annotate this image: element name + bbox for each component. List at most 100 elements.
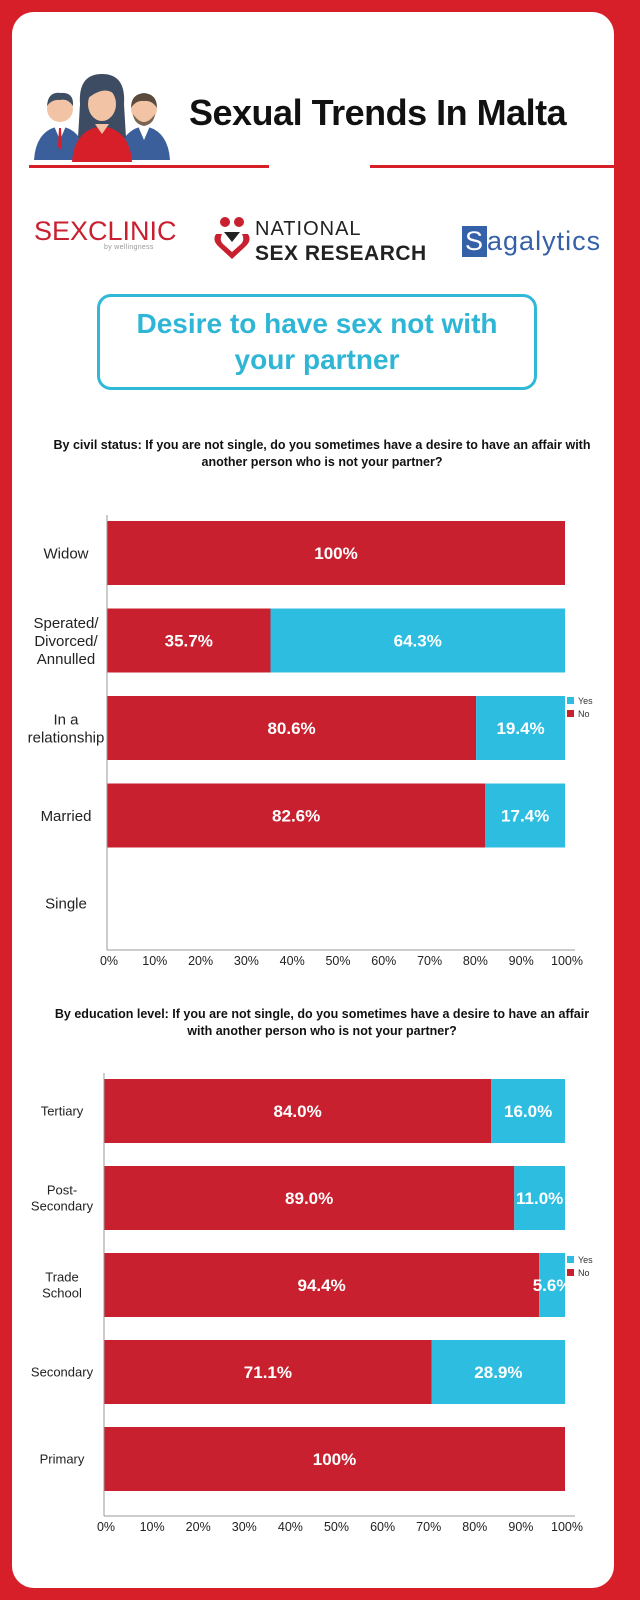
data-label-yes: 5.6% <box>533 1276 572 1295</box>
legend-label-no: No <box>578 1267 590 1278</box>
title-divider-right <box>370 165 614 168</box>
x-tick-label: 20% <box>186 1520 211 1534</box>
x-tick-label: 70% <box>417 954 442 968</box>
bar-no <box>107 696 477 760</box>
category-label: Trade <box>45 1270 78 1285</box>
x-tick-label: 30% <box>232 1520 257 1534</box>
sagalytics-logo-text: agalytics <box>487 226 602 256</box>
data-label-yes: 28.9% <box>474 1363 522 1382</box>
people-illustration <box>34 74 170 162</box>
x-tick-label: 10% <box>140 1520 165 1534</box>
bar-yes <box>491 1079 565 1143</box>
page-title: Sexual Trends In Malta <box>189 92 567 133</box>
x-tick-label: 90% <box>508 1520 533 1534</box>
category-label: Sperated/ <box>33 615 99 632</box>
category-label: In a <box>53 711 79 728</box>
x-tick-label: 50% <box>325 954 350 968</box>
bar-no <box>107 521 565 585</box>
data-label-yes: 19.4% <box>496 719 544 738</box>
x-tick-label: 60% <box>370 1520 395 1534</box>
infographic-card: Sexual Trends In Malta SEXCLINIC by well… <box>12 12 614 1588</box>
legend-swatch-yes <box>567 697 574 704</box>
bar-no <box>104 1427 565 1491</box>
topic-heading: Desire to have sex not with your partner <box>136 308 498 375</box>
data-label-yes: 17.4% <box>501 807 549 826</box>
bar-yes <box>431 1340 565 1404</box>
legend-swatch-yes <box>567 1256 574 1263</box>
data-label-no: 82.6% <box>272 807 320 826</box>
category-label: Single <box>45 895 87 912</box>
x-tick-label: 100% <box>551 954 583 968</box>
title-divider-left <box>29 165 269 168</box>
category-label: Secondary <box>31 1365 94 1380</box>
x-tick-label: 0% <box>100 954 118 968</box>
legend-item-no: No <box>567 1266 593 1279</box>
legend-item-yes: Yes <box>567 694 593 707</box>
topic-box: Desire to have sex not with your partner <box>97 294 537 390</box>
category-label: Secondary <box>31 1199 94 1214</box>
x-tick-label: 60% <box>371 954 396 968</box>
data-label-no: 35.7% <box>165 632 213 651</box>
x-tick-label: 50% <box>324 1520 349 1534</box>
data-label-no: 84.0% <box>274 1102 322 1121</box>
data-label-no: 80.6% <box>267 719 315 738</box>
bar-yes <box>476 696 565 760</box>
chart2-question: By education level: If you are not singl… <box>54 1007 590 1038</box>
bar-no <box>104 1340 432 1404</box>
sexclinic-logo-text: SEXCLINIC <box>34 216 177 246</box>
data-label-yes: 64.3% <box>394 632 442 651</box>
category-label: School <box>42 1286 82 1301</box>
legend-swatch-no <box>567 1269 574 1276</box>
sexclinic-logo: SEXCLINIC by wellingness <box>34 216 177 251</box>
bar-no <box>107 783 486 848</box>
bar-no <box>107 608 271 673</box>
x-tick-label: 20% <box>188 954 213 968</box>
x-tick-label: 10% <box>142 954 167 968</box>
x-tick-label: 0% <box>97 1520 115 1534</box>
category-label: Married <box>41 808 92 825</box>
category-label: Divorced/ <box>34 633 98 650</box>
x-tick-label: 90% <box>509 954 534 968</box>
x-tick-label: 80% <box>463 954 488 968</box>
category-label: Post- <box>47 1183 77 1198</box>
category-label: Tertiary <box>41 1104 84 1119</box>
data-label-no: 100% <box>314 544 357 563</box>
chart1-question: By civil status: If you are not single, … <box>53 438 591 469</box>
legend-item-yes: Yes <box>567 1253 593 1266</box>
sexclinic-logo-subtext: by wellingness <box>104 244 154 251</box>
legend-label-no: No <box>578 708 590 719</box>
bar-yes <box>514 1166 565 1230</box>
bar-yes <box>539 1253 565 1317</box>
legend-swatch-no <box>567 710 574 717</box>
legend-label-yes: Yes <box>578 1254 593 1265</box>
bar-yes <box>485 783 565 848</box>
nsr-logo-line2: SEX RESEARCH <box>255 242 427 265</box>
education-level-chart: Tertiary 84.0% 16.0%Post-Secondary 89.0% 11.… <box>31 1073 583 1534</box>
data-label-yes: 16.0% <box>504 1102 552 1121</box>
x-tick-label: 30% <box>234 954 259 968</box>
category-label: Primary <box>40 1452 85 1467</box>
x-tick-label: 100% <box>551 1520 583 1534</box>
legend-item-no: No <box>567 707 593 720</box>
category-label: Widow <box>43 545 88 562</box>
x-tick-label: 70% <box>416 1520 441 1534</box>
x-tick-label: 40% <box>278 1520 303 1534</box>
chart2-legend: Yes No <box>567 1253 593 1279</box>
bar-no <box>104 1253 540 1317</box>
x-tick-label: 40% <box>280 954 305 968</box>
data-label-no: 94.4% <box>297 1276 345 1295</box>
data-label-no: 71.1% <box>244 1363 292 1382</box>
data-label-yes: 11.0% <box>516 1189 563 1208</box>
bar-yes <box>270 608 565 673</box>
bar-no <box>104 1166 515 1230</box>
chart1-legend: Yes No <box>567 694 593 720</box>
bar-no <box>104 1079 492 1143</box>
legend-label-yes: Yes <box>578 695 593 706</box>
heart-logo-icon <box>214 217 250 259</box>
category-label: Annulled <box>37 651 95 668</box>
x-tick-label: 80% <box>462 1520 487 1534</box>
civil-status-chart: Widow 100% Sperated/Divorced/Annulled 35.7%… <box>28 515 583 968</box>
data-label-no: 89.0% <box>285 1189 333 1208</box>
nsr-logo-line1: NATIONAL <box>255 218 362 240</box>
